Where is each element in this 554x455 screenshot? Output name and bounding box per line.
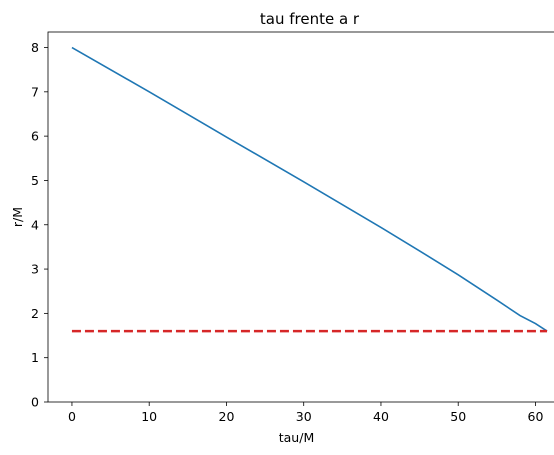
y-tick-label: 3 [31,262,39,277]
y-tick-label: 1 [31,350,39,365]
y-tick-label: 7 [31,84,39,99]
y-axis: 0 1 2 3 4 5 6 7 8 [31,40,48,410]
axes-frame [47,31,554,403]
x-axis: 0 10 20 30 40 50 60 [68,402,543,424]
series-line-solid [71,46,548,332]
x-tick-label: 30 [296,409,312,424]
y-tick-label: 6 [31,129,39,144]
x-tick-label: 0 [68,409,76,424]
x-axis-label: tau/M [279,430,314,445]
chart-title: tau frente a r [260,10,360,28]
x-tick-label: 60 [528,409,544,424]
y-tick-label: 5 [31,173,39,188]
y-tick-label: 0 [31,395,39,410]
y-tick-label: 4 [31,217,39,232]
x-tick-label: 40 [373,409,389,424]
y-tick-label: 2 [31,306,39,321]
y-tick-label: 8 [31,40,39,55]
x-tick-label: 20 [219,409,235,424]
x-tick-label: 50 [450,409,466,424]
y-axis-label: r/M [10,207,25,227]
plot-area [71,46,548,333]
x-tick-label: 10 [141,409,157,424]
